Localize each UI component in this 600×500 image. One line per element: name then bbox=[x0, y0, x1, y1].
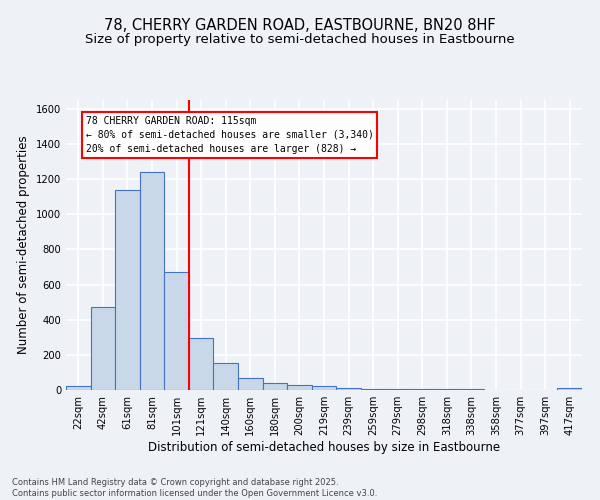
Bar bbox=[263, 384, 287, 390]
Bar bbox=[140, 172, 164, 390]
Bar bbox=[91, 308, 115, 390]
Y-axis label: Number of semi-detached properties: Number of semi-detached properties bbox=[17, 136, 31, 354]
Bar bbox=[312, 386, 336, 390]
Bar bbox=[115, 190, 140, 390]
Text: Size of property relative to semi-detached houses in Eastbourne: Size of property relative to semi-detach… bbox=[85, 32, 515, 46]
Bar bbox=[361, 388, 385, 390]
Text: 78, CHERRY GARDEN ROAD, EASTBOURNE, BN20 8HF: 78, CHERRY GARDEN ROAD, EASTBOURNE, BN20… bbox=[104, 18, 496, 32]
Bar bbox=[66, 386, 91, 390]
Text: 78 CHERRY GARDEN ROAD: 115sqm
← 80% of semi-detached houses are smaller (3,340)
: 78 CHERRY GARDEN ROAD: 115sqm ← 80% of s… bbox=[86, 116, 374, 154]
Bar bbox=[189, 338, 214, 390]
Text: Contains HM Land Registry data © Crown copyright and database right 2025.
Contai: Contains HM Land Registry data © Crown c… bbox=[12, 478, 377, 498]
Bar bbox=[336, 388, 361, 390]
Bar bbox=[164, 272, 189, 390]
Bar bbox=[557, 388, 582, 390]
Bar bbox=[287, 384, 312, 390]
Bar bbox=[214, 363, 238, 390]
Bar bbox=[385, 389, 410, 390]
X-axis label: Distribution of semi-detached houses by size in Eastbourne: Distribution of semi-detached houses by … bbox=[148, 441, 500, 454]
Bar bbox=[238, 378, 263, 390]
